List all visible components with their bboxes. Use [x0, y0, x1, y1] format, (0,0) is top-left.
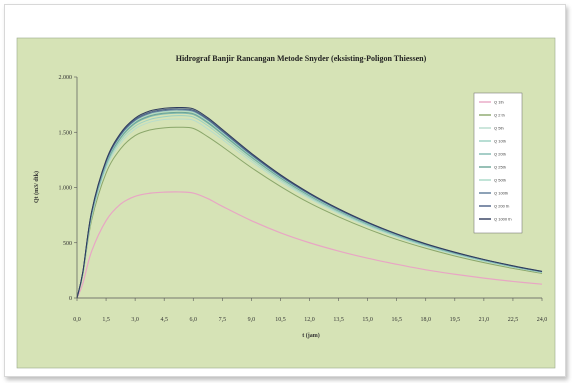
series-line-q-2-th [76, 126, 543, 299]
y-tick-label: 1.000 [59, 186, 73, 192]
x-tick-label: 12,0 [304, 317, 315, 323]
x-axis-label: t (jam) [302, 332, 320, 339]
y-axis-label: Qt (m3/ dtk) [33, 171, 40, 203]
y-tick-label: 0 [69, 296, 72, 302]
chart: Hidrograf Banjir Rancangan Metode Snyder… [16, 37, 556, 369]
x-tick-label: 13,5 [333, 317, 344, 323]
legend-label: Q 2 th [494, 113, 505, 118]
x-tick-label: 6,0 [190, 317, 198, 323]
legend-label: Q 200 th [494, 204, 509, 209]
legend: Q 1th Q 2 th Q 5th Q 10th Q 20th Q 25th Q 50th… [473, 92, 523, 234]
x-tick-label: 19,5 [450, 317, 461, 323]
x-tick-label: 0,0 [73, 317, 81, 323]
legend-label: Q 1th [494, 100, 504, 105]
x-tick-label: 15,0 [362, 317, 373, 323]
series-line-q-1000-th [76, 106, 543, 299]
series-line-q-1th [76, 191, 543, 299]
x-tick-label: 3,0 [131, 317, 139, 323]
series-line-q-10th [76, 115, 543, 299]
y-tick-label: 500 [63, 241, 72, 247]
x-tick-label: 21,0 [479, 317, 490, 323]
legend-label: Q 50th [494, 178, 506, 183]
x-tick-label: 4,5 [160, 317, 168, 323]
plot-area [77, 77, 542, 298]
x-tick-label: 9,0 [248, 317, 256, 323]
x-tick-label: 18,0 [421, 317, 432, 323]
legend-label: Q 1000 th [494, 217, 512, 222]
chart-title: Hidrograf Banjir Rancangan Metode Snyder… [176, 54, 427, 63]
y-tick-label: 1.500 [59, 130, 73, 136]
legend-label: Q 100th [494, 191, 508, 196]
y-tick-label: 2.000 [59, 75, 73, 81]
x-tick-label: 1,5 [102, 317, 110, 323]
legend-label: Q 5th [494, 126, 504, 131]
legend-label: Q 25th [494, 165, 506, 170]
x-tick-label: 22,5 [508, 317, 519, 323]
legend-label: Q 20th [494, 152, 506, 157]
chart-frame: Hidrograf Banjir Rancangan Metode Snyder… [4, 4, 566, 377]
series-line-q-5th [76, 118, 543, 299]
x-tick-label: 16,5 [391, 317, 402, 323]
x-tick-label: 24,0 [537, 317, 548, 323]
legend-label: Q 10th [494, 139, 506, 144]
x-tick-label: 7,5 [219, 317, 227, 323]
x-tick-label: 10,5 [275, 317, 286, 323]
legend-box [473, 92, 523, 234]
